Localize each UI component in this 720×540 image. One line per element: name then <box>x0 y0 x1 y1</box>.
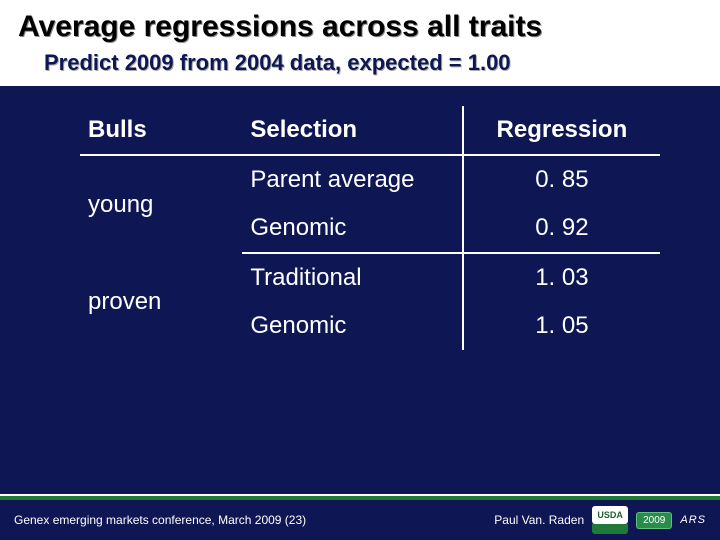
cell-regression: 1. 03 <box>463 253 660 302</box>
ars-label: ARS <box>680 514 706 526</box>
slide-subtitle: Predict 2009 from 2004 data, expected = … <box>0 48 720 86</box>
group-label-proven: proven <box>80 253 242 350</box>
usda-logo-icon: USDA <box>592 506 628 534</box>
usda-logo-bar <box>592 524 628 534</box>
year-chip: 2009 <box>636 512 672 529</box>
content-area: Bulls Selection Regression young Parent … <box>0 86 720 350</box>
cell-selection: Genomic <box>242 302 462 350</box>
footer: Genex emerging markets conference, March… <box>0 500 720 540</box>
cell-regression: 1. 05 <box>463 302 660 350</box>
col-header-regression: Regression <box>463 106 660 155</box>
cell-regression: 0. 92 <box>463 204 660 253</box>
footer-author: Paul Van. Raden <box>494 513 584 527</box>
col-header-selection: Selection <box>242 106 462 155</box>
usda-logo-text: USDA <box>592 506 628 524</box>
cell-regression: 0. 85 <box>463 155 660 204</box>
cell-selection: Genomic <box>242 204 462 253</box>
table-row: proven Traditional 1. 03 <box>80 253 660 302</box>
table-row: young Parent average 0. 85 <box>80 155 660 204</box>
group-label-young: young <box>80 155 242 253</box>
slide-title: Average regressions across all traits <box>0 0 720 48</box>
cell-selection: Parent average <box>242 155 462 204</box>
regression-table: Bulls Selection Regression young Parent … <box>80 106 660 350</box>
col-header-bulls: Bulls <box>80 106 242 155</box>
footer-left: Genex emerging markets conference, March… <box>14 513 306 527</box>
cell-selection: Traditional <box>242 253 462 302</box>
